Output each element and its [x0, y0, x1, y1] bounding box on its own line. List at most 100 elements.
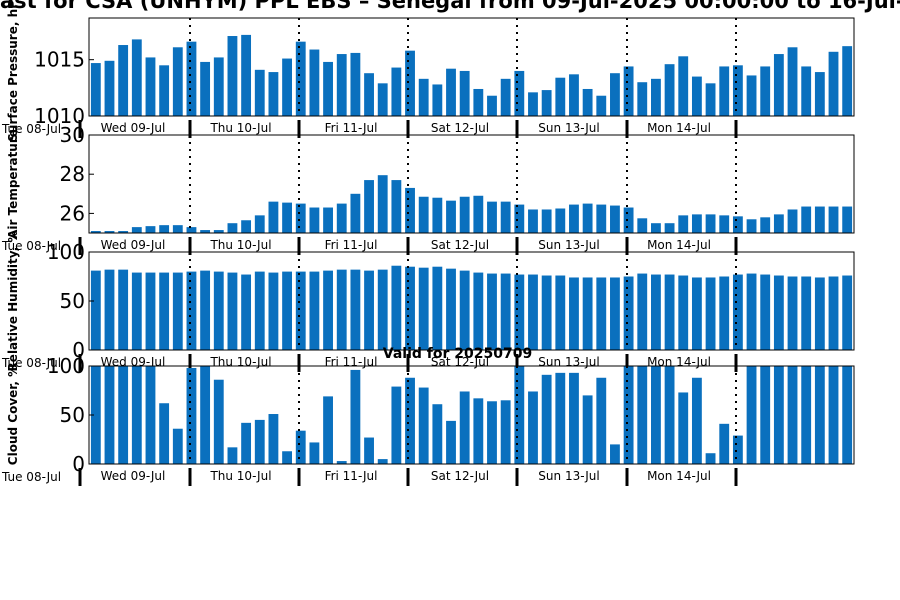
panel-subtitle: Valid for 20250709 — [383, 346, 532, 362]
data-bar — [145, 57, 156, 116]
data-bar — [528, 209, 538, 233]
data-bar — [405, 266, 415, 350]
y-tick-label: 1010 — [34, 104, 85, 128]
x-day-label: Sat 12-Jul — [431, 469, 489, 483]
data-bar — [637, 82, 648, 116]
data-bar — [336, 54, 347, 116]
data-bar — [582, 277, 593, 350]
x-day-label: Mon 14-Jul — [647, 469, 711, 483]
data-bar — [596, 377, 607, 464]
data-bar — [541, 209, 552, 233]
data-bar — [350, 52, 361, 116]
data-bar — [610, 205, 620, 233]
data-bar — [90, 63, 101, 116]
data-bar — [186, 41, 197, 116]
data-bar — [377, 269, 388, 350]
data-bar — [200, 230, 211, 233]
data-bar — [582, 203, 593, 233]
x-day-label: Sun 13-Jul — [538, 121, 599, 135]
data-bar — [104, 269, 115, 350]
data-bar — [405, 50, 415, 116]
x-day-label: Thu 10-Jul — [209, 238, 271, 252]
data-bar — [364, 73, 374, 116]
x-day-label: Wed 09-Jul — [101, 469, 166, 483]
data-bar — [623, 276, 634, 350]
data-bar — [282, 58, 292, 116]
data-bar — [159, 272, 170, 350]
data-bar — [159, 65, 170, 116]
data-bar — [719, 215, 730, 233]
chart-panel: 1010 1015 Tue 08-Jul Wed 09-Jul Thu 10-Jul Fr… — [1, 0, 855, 142]
data-bar — [582, 395, 593, 464]
x-start-label: Tue 08-Jul — [1, 470, 61, 484]
data-bar — [719, 276, 730, 350]
data-bar — [760, 366, 771, 464]
data-bar — [787, 47, 798, 116]
data-bar — [814, 366, 825, 464]
data-bar — [446, 268, 456, 350]
data-bar — [159, 225, 170, 233]
data-bar — [596, 95, 607, 116]
data-bar — [104, 366, 115, 464]
x-start-label: Tue 08-Jul — [1, 356, 61, 370]
data-bar — [541, 374, 552, 464]
data-bar — [227, 272, 238, 350]
data-bar — [787, 366, 798, 464]
y-tick-label: 50 — [60, 289, 85, 313]
x-day-label: Thu 10-Jul — [209, 469, 271, 483]
x-day-label: Sun 13-Jul — [538, 238, 599, 252]
data-bar — [309, 271, 320, 350]
data-bar — [213, 57, 224, 116]
data-bar — [200, 366, 211, 464]
data-bar — [732, 435, 743, 464]
data-bar — [514, 366, 525, 464]
x-day-label: Thu 10-Jul — [209, 355, 271, 369]
data-bar — [295, 203, 306, 233]
plot-frame — [88, 17, 855, 117]
data-bar — [828, 206, 839, 233]
data-bar — [145, 366, 156, 464]
data-bar — [691, 214, 702, 233]
data-bar — [268, 272, 279, 350]
data-bar — [254, 271, 265, 350]
data-bar — [323, 61, 333, 116]
data-bar — [90, 366, 101, 464]
data-bar — [814, 72, 825, 116]
data-bar — [582, 88, 593, 116]
data-bar — [732, 274, 743, 350]
data-bar — [336, 203, 347, 233]
data-bar — [555, 275, 566, 350]
data-bar — [746, 219, 757, 233]
data-bar — [500, 273, 511, 350]
data-bar — [268, 201, 279, 233]
data-bar — [678, 56, 689, 116]
data-bar — [500, 201, 511, 233]
data-bar — [459, 196, 470, 233]
data-bar — [186, 271, 197, 350]
data-bar — [90, 270, 101, 350]
data-bar — [637, 366, 648, 464]
data-bar — [528, 391, 538, 464]
data-bar — [678, 275, 689, 350]
data-bar — [418, 78, 429, 116]
y-axis-label: Air Temperature — [6, 129, 20, 239]
data-bar — [555, 77, 566, 116]
data-bar — [473, 398, 484, 464]
data-bar — [814, 277, 825, 350]
data-bar — [773, 275, 784, 350]
data-bar — [760, 217, 771, 233]
data-bar — [309, 49, 320, 116]
data-bar — [405, 377, 415, 464]
data-bar — [801, 276, 812, 350]
data-bar — [705, 83, 716, 116]
data-bar — [801, 66, 812, 116]
data-bar — [282, 202, 292, 233]
data-bar — [118, 366, 129, 464]
x-day-label: Fri 11-Jul — [325, 469, 378, 483]
data-bar — [459, 391, 470, 464]
x-day-label: Sun 13-Jul — [538, 355, 599, 369]
data-bar — [487, 273, 497, 350]
data-bar — [254, 215, 265, 233]
